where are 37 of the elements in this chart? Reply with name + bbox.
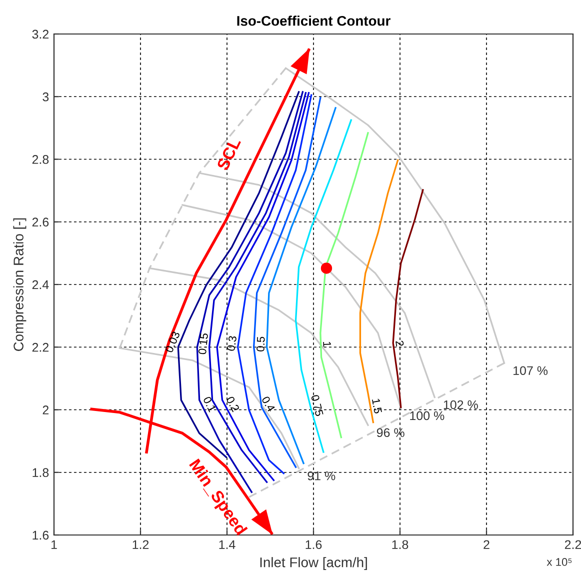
text: 0.2 <box>226 396 240 412</box>
annotation: 96 % <box>376 428 404 438</box>
x-tick-label: 1 <box>51 540 57 549</box>
x-axis-title: Inlet Flow [acm/h] <box>260 557 367 570</box>
text: 1.5 <box>372 398 382 414</box>
text: 0.15 <box>198 333 208 354</box>
y-tick-label: 1.6 <box>32 530 49 540</box>
text: 0.03 <box>164 330 180 354</box>
y-axis-title: Compression Ratio [-] <box>13 218 26 351</box>
y-tick-label: 2.6 <box>32 218 49 227</box>
annotation: SCL <box>216 136 242 172</box>
text: 0.4 <box>261 396 276 412</box>
x-tick-label: 2 <box>484 540 490 549</box>
text: 0.5 <box>256 336 265 352</box>
x-tick-label: 1.2 <box>132 540 149 549</box>
y-tick-label: 3 <box>42 92 49 102</box>
text: x 10⁵ <box>546 558 572 566</box>
y-tick-label: 1.8 <box>32 468 49 478</box>
text: 2 <box>396 340 404 347</box>
x-tick-label: 2.2 <box>564 540 581 549</box>
text: 0.1 <box>202 396 216 412</box>
y-tick-label: 2 <box>42 406 49 414</box>
x-tick-label: 1.6 <box>306 540 322 550</box>
x-tick-label: 1.4 <box>219 540 236 549</box>
y-tick-label: 2.4 <box>32 280 49 290</box>
x-tick-label: 1.8 <box>392 540 408 550</box>
annotation: 107 % <box>514 366 548 376</box>
text: 0.3 <box>226 336 237 352</box>
annotation: 102 % <box>444 400 478 410</box>
text: 0.75 <box>310 394 324 416</box>
annotation: 91 % <box>308 471 336 480</box>
y-tick-label: 2.8 <box>32 155 49 164</box>
annotation: 100 % <box>410 411 444 420</box>
chart-title: Iso-Coefficient Contour <box>237 16 390 26</box>
text: 1 <box>323 342 331 347</box>
y-tick-label: 2.2 <box>32 342 49 352</box>
y-tick-label: 3.2 <box>32 30 49 39</box>
